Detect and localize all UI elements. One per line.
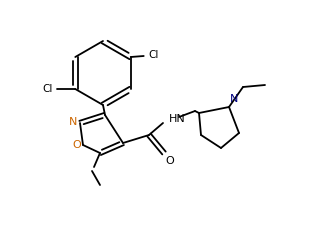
Text: N: N — [230, 94, 238, 104]
Text: N: N — [69, 117, 77, 127]
Text: HN: HN — [169, 114, 186, 124]
Text: Cl: Cl — [42, 84, 52, 94]
Text: Cl: Cl — [149, 50, 159, 60]
Text: O: O — [72, 140, 81, 150]
Text: O: O — [165, 156, 174, 166]
